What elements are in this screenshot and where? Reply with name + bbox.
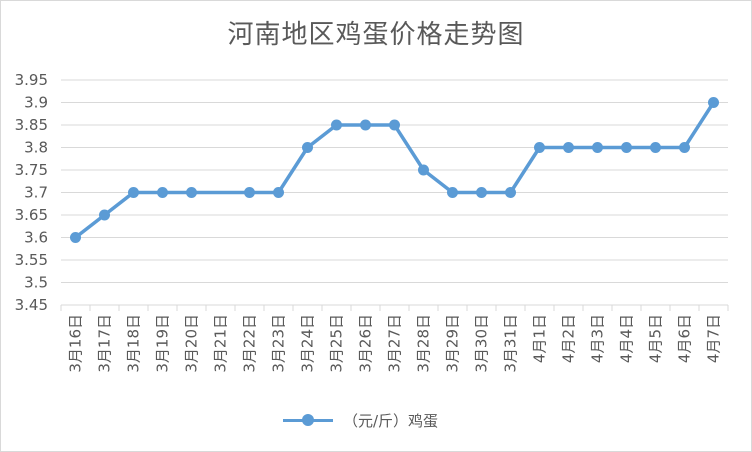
x-tick-label: 3月17日 xyxy=(96,314,114,373)
x-tick-label: 3月27日 xyxy=(386,314,404,373)
y-tick-label: 3.95 xyxy=(15,71,48,89)
y-tick-label: 3.85 xyxy=(15,116,48,134)
data-point xyxy=(157,187,168,198)
data-point xyxy=(563,142,574,153)
x-tick-label: 4月3日 xyxy=(589,314,607,363)
data-point xyxy=(128,187,139,198)
y-tick-label: 3.65 xyxy=(15,206,48,224)
x-tick-label: 4月7日 xyxy=(705,314,723,363)
y-tick-label: 3.8 xyxy=(24,139,48,157)
data-point xyxy=(244,187,255,198)
y-tick-label: 3.45 xyxy=(15,296,48,314)
legend-label: （元/斤）鸡蛋 xyxy=(343,411,439,430)
data-point xyxy=(476,187,487,198)
y-tick-label: 3.9 xyxy=(24,94,48,112)
legend: （元/斤）鸡蛋 xyxy=(283,408,438,432)
legend-swatch xyxy=(283,410,333,430)
data-point xyxy=(505,187,516,198)
x-tick-label: 3月30日 xyxy=(473,314,491,373)
x-tick-label: 3月31日 xyxy=(502,314,520,373)
y-tick-label: 3.55 xyxy=(15,251,48,269)
data-point xyxy=(273,187,284,198)
data-point xyxy=(418,164,429,176)
y-tick-label: 3.75 xyxy=(15,161,48,179)
y-tick-label: 3.5 xyxy=(24,274,48,292)
data-point xyxy=(302,142,313,153)
data-point xyxy=(99,209,110,221)
y-tick-label: 3.7 xyxy=(24,184,48,202)
x-tick-label: 3月26日 xyxy=(357,314,375,373)
data-point xyxy=(708,97,719,108)
data-point xyxy=(360,119,371,131)
x-tick-label: 3月20日 xyxy=(183,314,201,373)
x-tick-label: 3月22日 xyxy=(241,314,259,373)
data-point xyxy=(679,142,690,153)
x-tick-label: 3月28日 xyxy=(415,314,433,373)
x-tick-label: 4月6日 xyxy=(676,314,694,363)
x-tick-label: 3月23日 xyxy=(270,314,288,373)
x-tick-label: 4月1日 xyxy=(531,314,549,363)
x-tick-label: 3月24日 xyxy=(299,314,317,373)
x-tick-label: 4月4日 xyxy=(618,314,636,363)
data-point xyxy=(70,232,81,243)
x-tick-label: 3月25日 xyxy=(328,314,346,373)
data-point xyxy=(534,142,545,153)
data-point xyxy=(650,142,661,153)
y-tick-label: 3.6 xyxy=(24,229,48,247)
x-tick-label: 4月2日 xyxy=(560,314,578,363)
series-line xyxy=(74,101,715,239)
x-tick-label: 3月21日 xyxy=(212,314,230,373)
data-point xyxy=(621,142,632,153)
data-point xyxy=(331,119,342,131)
data-point xyxy=(592,142,603,153)
data-point xyxy=(447,187,458,198)
data-point xyxy=(389,119,400,131)
x-tick-label: 3月29日 xyxy=(444,314,462,373)
chart-title: 河南地区鸡蛋价格走势图 xyxy=(227,20,525,50)
x-tick-label: 3月18日 xyxy=(125,314,143,373)
x-tick-label: 4月5日 xyxy=(647,314,665,363)
data-point xyxy=(186,187,197,198)
x-tick-label: 3月16日 xyxy=(67,314,85,373)
x-tick-label: 3月19日 xyxy=(154,314,172,373)
